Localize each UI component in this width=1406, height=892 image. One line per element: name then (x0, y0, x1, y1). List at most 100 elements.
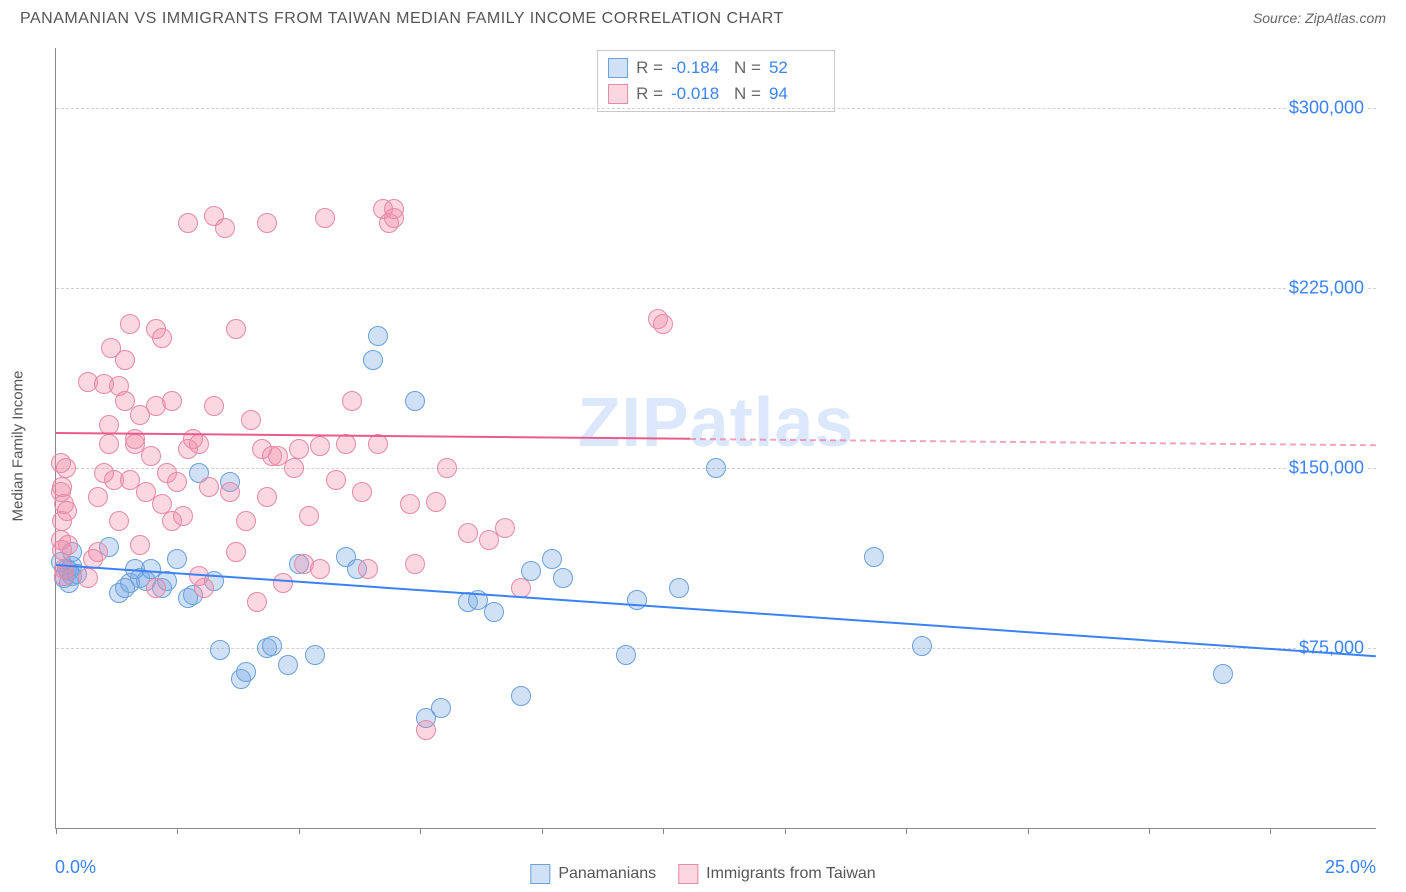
data-point (437, 458, 457, 478)
source-value: ZipAtlas.com (1305, 10, 1386, 26)
swatch-icon (678, 864, 698, 884)
chart-header: PANAMANIAN VS IMMIGRANTS FROM TAIWAN MED… (20, 10, 1386, 40)
data-point (1213, 664, 1233, 684)
stats-r-value: -0.018 (671, 84, 726, 104)
data-point (273, 573, 293, 593)
data-point (220, 482, 240, 502)
data-point (310, 436, 330, 456)
data-point (141, 446, 161, 466)
data-point (167, 549, 187, 569)
legend: Panamanians Immigrants from Taiwan (530, 864, 875, 884)
data-point (115, 391, 135, 411)
x-axis-max-label: 25.0% (1325, 857, 1376, 878)
gridline (56, 288, 1376, 289)
data-point (405, 391, 425, 411)
data-point (120, 314, 140, 334)
stats-box: R = -0.184 N = 52 R = -0.018 N = 94 (597, 50, 835, 112)
data-point (204, 396, 224, 416)
stats-r-value: -0.184 (671, 58, 726, 78)
data-point (52, 540, 72, 560)
data-point (226, 319, 246, 339)
x-tick (1149, 828, 1150, 834)
data-point (178, 213, 198, 233)
data-point (54, 566, 74, 586)
stats-r-label: R = (636, 58, 663, 78)
data-point (342, 391, 362, 411)
data-point (305, 645, 325, 665)
data-point (146, 578, 166, 598)
swatch-icon (530, 864, 550, 884)
data-point (284, 458, 304, 478)
data-point (173, 506, 193, 526)
data-point (57, 501, 77, 521)
x-tick (420, 828, 421, 834)
stats-n-value: 52 (769, 58, 824, 78)
data-point (194, 578, 214, 598)
gridline (56, 648, 1376, 649)
data-point (864, 547, 884, 567)
y-axis-label: Median Family Income (10, 371, 27, 522)
data-point (51, 453, 71, 473)
data-point (152, 328, 172, 348)
gridline (56, 108, 1376, 109)
data-point (189, 434, 209, 454)
data-point (400, 494, 420, 514)
data-point (88, 542, 108, 562)
data-point (384, 208, 404, 228)
data-point (289, 439, 309, 459)
data-point (368, 326, 388, 346)
data-point (109, 511, 129, 531)
y-tick-label: $150,000 (1287, 458, 1366, 479)
data-point (257, 487, 277, 507)
x-tick (542, 828, 543, 834)
x-tick (906, 828, 907, 834)
trend-line (690, 438, 1376, 446)
data-point (706, 458, 726, 478)
x-tick (56, 828, 57, 834)
x-tick (177, 828, 178, 834)
x-tick (785, 828, 786, 834)
data-point (115, 350, 135, 370)
swatch-icon (608, 84, 628, 104)
stats-row-taiwan: R = -0.018 N = 94 (608, 81, 824, 107)
data-point (257, 213, 277, 233)
data-point (299, 506, 319, 526)
data-point (88, 487, 108, 507)
data-point (336, 434, 356, 454)
data-point (627, 590, 647, 610)
x-tick (663, 828, 664, 834)
source-label: Source: (1253, 10, 1301, 26)
x-tick (299, 828, 300, 834)
x-tick (1028, 828, 1029, 834)
data-point (247, 592, 267, 612)
data-point (458, 523, 478, 543)
data-point (167, 472, 187, 492)
stats-row-panamanians: R = -0.184 N = 52 (608, 55, 824, 81)
data-point (495, 518, 515, 538)
chart-title: PANAMANIAN VS IMMIGRANTS FROM TAIWAN MED… (20, 10, 784, 27)
data-point (310, 559, 330, 579)
data-point (553, 568, 573, 588)
legend-item-taiwan: Immigrants from Taiwan (678, 864, 876, 884)
data-point (52, 477, 72, 497)
data-point (236, 662, 256, 682)
data-point (511, 686, 531, 706)
data-point (616, 645, 636, 665)
y-tick-label: $300,000 (1287, 98, 1366, 119)
x-tick (1270, 828, 1271, 834)
data-point (241, 410, 261, 430)
data-point (130, 535, 150, 555)
data-point (99, 434, 119, 454)
x-axis-min-label: 0.0% (55, 857, 96, 878)
data-point (426, 492, 446, 512)
data-point (484, 602, 504, 622)
legend-label: Panamanians (558, 865, 656, 883)
data-point (352, 482, 372, 502)
data-point (262, 636, 282, 656)
source: Source: ZipAtlas.com (1253, 10, 1386, 26)
data-point (405, 554, 425, 574)
data-point (236, 511, 256, 531)
data-point (162, 391, 182, 411)
data-point (542, 549, 562, 569)
swatch-icon (608, 58, 628, 78)
